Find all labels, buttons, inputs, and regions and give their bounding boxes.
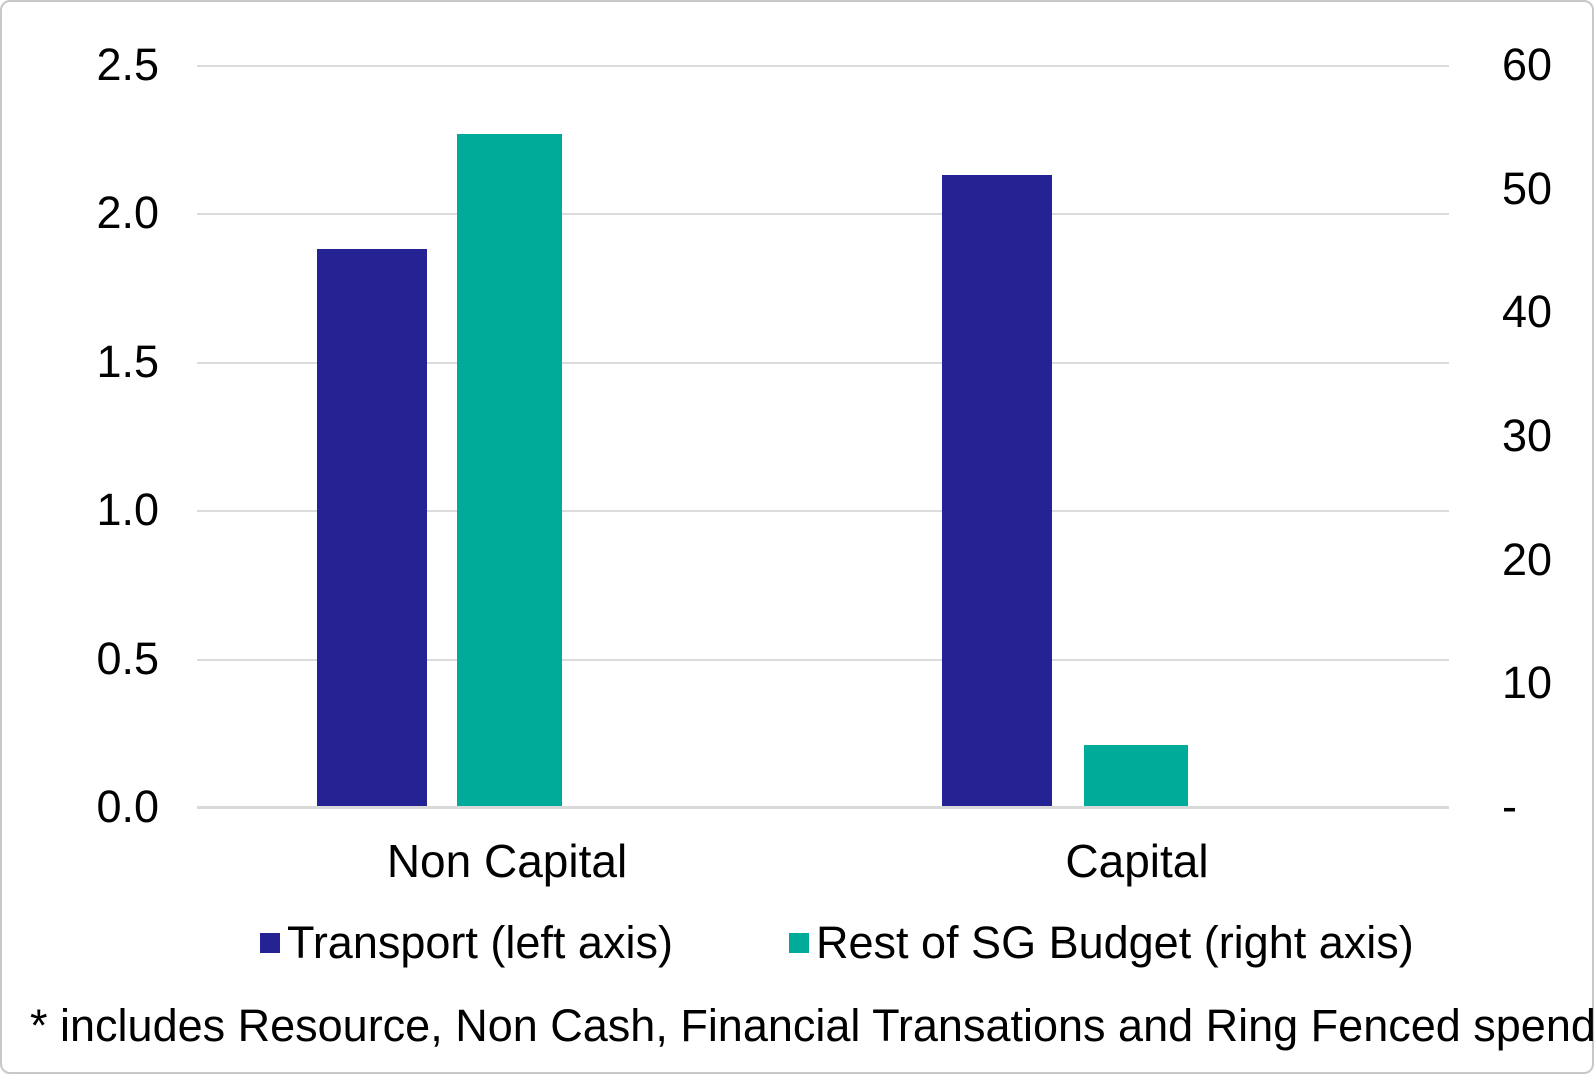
bar-rest-of-sg-budget-capital bbox=[1084, 745, 1188, 807]
left-axis-tick-label: 1.0 bbox=[96, 484, 159, 535]
category-label-non-capital: Non Capital bbox=[386, 835, 628, 887]
legend-item-transport: Transport (left axis) bbox=[260, 918, 673, 968]
legend-item-rest-of-sg-budget: Rest of SG Budget (right axis) bbox=[789, 918, 1414, 968]
footnote: * includes Resource, Non Cash, Financial… bbox=[30, 1000, 1594, 1051]
gridline bbox=[197, 65, 1449, 67]
right-axis-tick-label: - bbox=[1502, 781, 1517, 832]
legend-swatch-icon bbox=[260, 933, 280, 953]
bar-transport-capital bbox=[942, 175, 1052, 807]
x-axis-line bbox=[197, 806, 1449, 809]
right-axis-tick-label: 30 bbox=[1502, 410, 1553, 461]
gridline bbox=[197, 659, 1449, 661]
right-axis-tick-label: 60 bbox=[1502, 39, 1553, 90]
right-axis-tick-label: 20 bbox=[1502, 534, 1553, 585]
gridline bbox=[197, 213, 1449, 215]
gridline bbox=[197, 510, 1449, 512]
legend-label: Transport (left axis) bbox=[287, 917, 673, 968]
legend-label: Rest of SG Budget (right axis) bbox=[816, 917, 1414, 968]
legend-swatch-icon bbox=[789, 933, 809, 953]
left-axis-tick-label: 2.5 bbox=[96, 39, 159, 90]
right-axis-tick-label: 50 bbox=[1502, 163, 1553, 214]
gridline bbox=[197, 362, 1449, 364]
category-label-capital: Capital bbox=[1065, 835, 1209, 887]
left-axis-tick-label: 2.0 bbox=[96, 187, 159, 238]
left-axis-tick-label: 0.5 bbox=[96, 633, 159, 684]
plot-area bbox=[197, 65, 1449, 807]
left-axis-tick-label: 1.5 bbox=[96, 336, 159, 387]
bar-rest-of-sg-budget-non-capital bbox=[457, 134, 562, 807]
right-axis-tick-label: 40 bbox=[1502, 286, 1553, 337]
right-axis-tick-label: 10 bbox=[1502, 657, 1553, 708]
left-axis-tick-label: 0.0 bbox=[96, 781, 159, 832]
bar-transport-non-capital bbox=[317, 249, 427, 807]
